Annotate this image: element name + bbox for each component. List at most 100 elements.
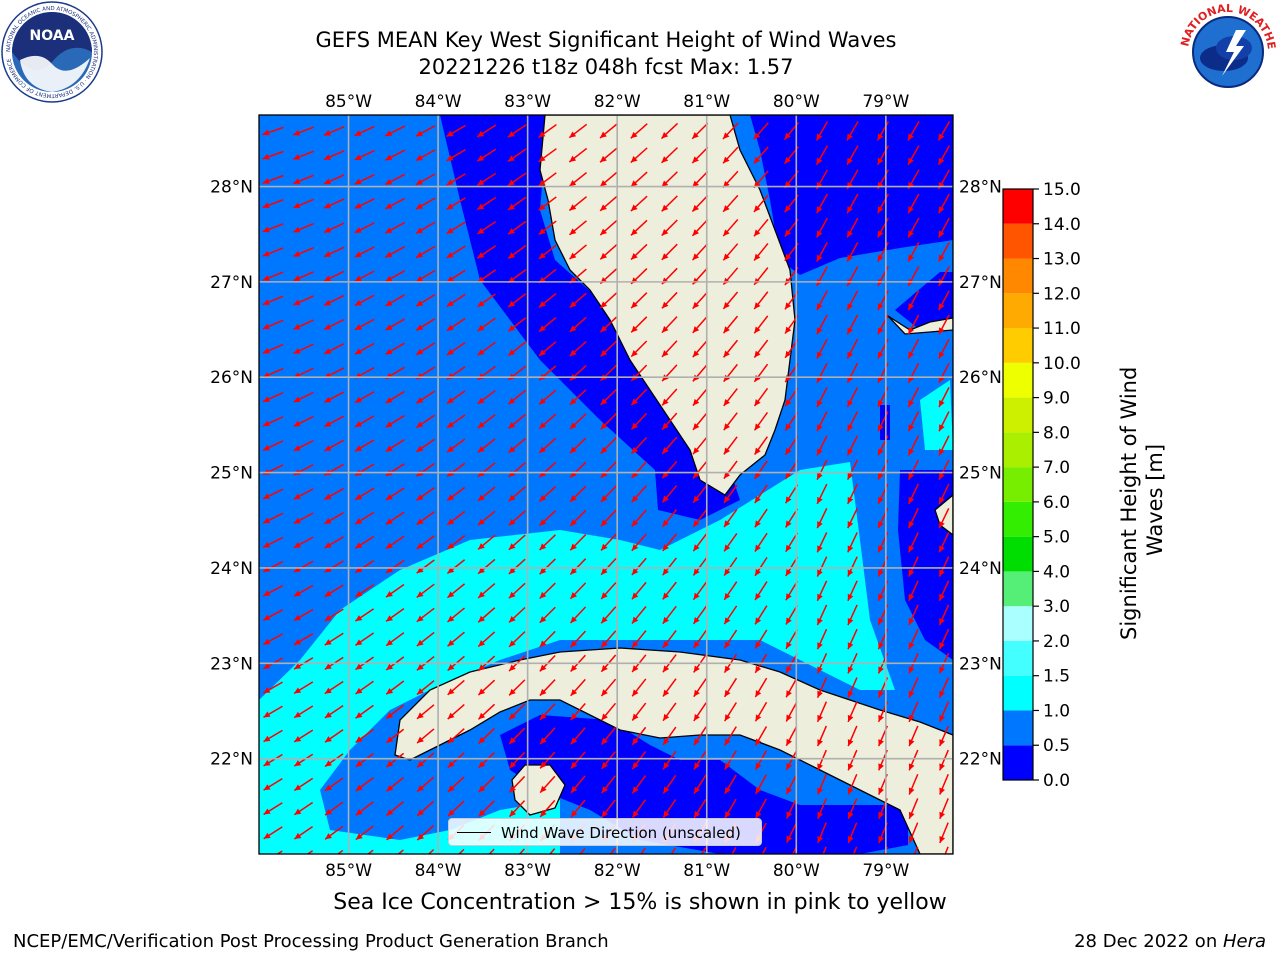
wave-direction-arrow — [569, 509, 587, 527]
wave-direction-arrow — [662, 726, 677, 746]
wave-direction-arrow — [427, 849, 435, 854]
lon-tick-label-bottom: 79°W — [862, 861, 909, 881]
wave-direction-arrow — [907, 217, 920, 238]
wave-direction-arrow — [938, 314, 950, 335]
wave-direction-arrow — [538, 172, 557, 187]
wave-direction-arrow — [354, 246, 375, 258]
wave-direction-arrow — [538, 485, 557, 503]
wave-direction-arrow — [817, 773, 827, 795]
wave-direction-arrow — [722, 243, 739, 261]
wave-direction-arrow — [293, 439, 314, 452]
wave-direction-arrow — [785, 508, 798, 528]
wave-direction-arrow — [323, 391, 345, 404]
wave-direction-arrow — [385, 583, 405, 598]
lat-tick-label-left: 27°N — [210, 273, 253, 293]
wave-direction-arrow — [385, 704, 405, 720]
footer-host: Hera — [1222, 931, 1266, 952]
wave-direction-arrow — [293, 753, 314, 767]
wave-direction-arrow — [354, 608, 375, 622]
wave-direction-arrow — [662, 702, 677, 722]
wave-direction-arrow — [508, 631, 526, 648]
wave-direction-arrow — [660, 122, 679, 140]
wave-direction-arrow — [724, 726, 737, 746]
wave-direction-arrow — [446, 269, 466, 283]
wave-direction-arrow — [784, 484, 799, 504]
wave-direction-arrow — [846, 411, 859, 432]
wave-direction-arrow — [416, 583, 435, 599]
wave-direction-arrow — [908, 701, 919, 723]
wave-direction-arrow — [262, 392, 284, 403]
wave-direction-arrow — [754, 701, 768, 722]
wave-direction-arrow — [785, 605, 798, 625]
colorbar-tick-label: 9.0 — [1043, 389, 1070, 409]
wave-direction-arrow — [323, 246, 345, 258]
wave-direction-arrow — [415, 293, 436, 307]
wave-direction-arrow — [847, 677, 858, 698]
wave-direction-arrow — [723, 460, 738, 480]
wave-direction-arrow — [846, 193, 859, 214]
wave-direction-arrow — [416, 776, 435, 793]
wave-direction-arrow — [599, 316, 618, 333]
wave-direction-arrow — [446, 559, 466, 575]
wave-direction-arrow — [324, 825, 344, 840]
wave-direction-arrow — [852, 846, 858, 854]
wave-direction-arrow — [847, 822, 858, 844]
wave-direction-arrow — [661, 147, 678, 164]
wave-direction-arrow — [355, 777, 374, 792]
wave-direction-arrow — [569, 340, 587, 357]
wave-direction-arrow — [785, 532, 798, 553]
wave-direction-arrow — [692, 436, 708, 455]
wave-direction-arrow — [662, 678, 677, 697]
wave-direction-arrow — [416, 559, 435, 574]
wave-direction-arrow — [323, 126, 345, 136]
wave-direction-arrow — [385, 270, 405, 283]
wave-direction-arrow — [601, 751, 616, 770]
wave-direction-arrow — [415, 221, 436, 234]
wave-direction-arrow — [476, 124, 497, 138]
wave-direction-arrow — [488, 848, 495, 854]
wave-direction-arrow — [477, 631, 496, 648]
wave-direction-arrow — [416, 487, 435, 501]
wave-direction-arrow — [262, 440, 284, 451]
wave-direction-arrow — [324, 705, 344, 719]
wave-direction-arrow — [507, 196, 527, 211]
colorbar-bin — [1003, 710, 1033, 746]
wave-direction-arrow — [539, 775, 556, 794]
lon-tick-label-top: 82°W — [594, 92, 641, 112]
wave-direction-arrow — [938, 411, 950, 432]
wave-direction-arrow — [670, 847, 677, 854]
wave-direction-arrow — [446, 197, 466, 211]
wave-direction-arrow — [754, 460, 768, 480]
wave-direction-arrow — [293, 295, 314, 306]
wave-direction-arrow — [631, 485, 647, 503]
colorbar-tick-label: 5.0 — [1043, 528, 1070, 548]
wave-direction-arrow — [476, 172, 497, 187]
wave-direction-arrow — [538, 244, 557, 260]
colorbar-bin — [1003, 640, 1033, 676]
wave-direction-arrow — [385, 752, 405, 768]
wave-direction-arrow — [508, 727, 526, 745]
wave-direction-arrow — [601, 775, 616, 794]
wave-direction-arrow — [416, 607, 435, 623]
wave-direction-arrow — [508, 510, 526, 527]
wave-direction-arrow — [753, 194, 769, 213]
wave-direction-arrow — [817, 749, 827, 771]
wave-direction-arrow — [386, 801, 404, 817]
wave-direction-arrow — [600, 509, 617, 527]
wave-direction-arrow — [785, 798, 798, 819]
lon-tick-label-top: 81°W — [683, 92, 730, 112]
wave-direction-arrow — [846, 338, 859, 359]
wave-direction-arrow — [754, 484, 768, 504]
wave-field-0.0-0.5 — [895, 272, 953, 330]
wave-direction-arrow — [724, 774, 737, 795]
wave-direction-arrow — [446, 293, 466, 308]
wave-direction-arrow — [908, 628, 919, 650]
wave-direction-arrow — [415, 438, 436, 453]
wave-direction-arrow — [630, 316, 648, 333]
wave-direction-arrow — [476, 245, 497, 259]
wave-direction-arrow — [938, 604, 950, 626]
wave-direction-arrow — [385, 511, 405, 525]
wave-direction-arrow — [293, 415, 314, 427]
colorbar: 15.0 14.0 13.0 12.0 11.0 10.0 9.0 8.0 7.0 6.0 5.0 4… — [1002, 180, 1081, 791]
wave-direction-arrow — [538, 461, 557, 478]
